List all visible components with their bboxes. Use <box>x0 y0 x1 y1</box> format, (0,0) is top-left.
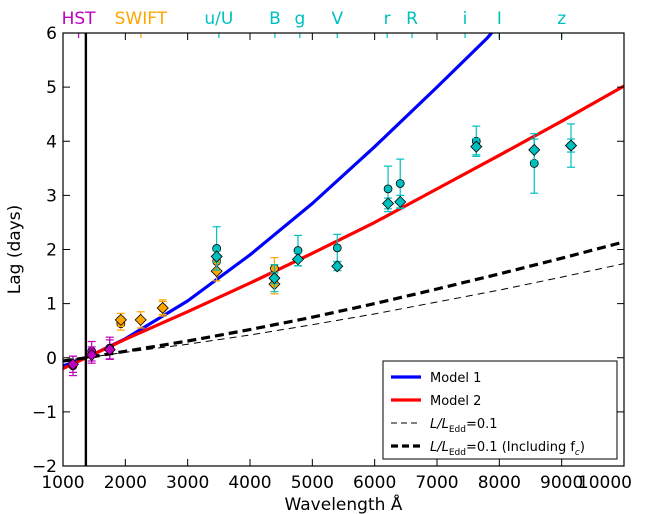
y-axis-title: Lag (days) <box>5 205 25 294</box>
y-tick-label: 2 <box>46 241 57 261</box>
x-axis-title: Wavelength Å <box>285 493 403 514</box>
band-label: u/U <box>204 9 233 29</box>
x-tick-label: 1000 <box>41 473 84 493</box>
data-point-diamond <box>156 301 169 315</box>
x-tick-label: 7000 <box>415 473 458 493</box>
y-tick-label: 4 <box>46 132 57 152</box>
legend-suffix: =0.1 <box>466 417 498 432</box>
band-label: z <box>557 9 566 29</box>
band-label: g <box>294 9 305 29</box>
x-tick-label: 2000 <box>104 473 147 493</box>
data-point-diamond <box>528 143 541 156</box>
legend-paren: ) <box>580 440 585 455</box>
data-point-diamond <box>394 195 407 208</box>
model-curve-4 <box>63 240 624 363</box>
band-label: r <box>384 9 391 29</box>
data-point-diamond <box>291 253 305 266</box>
band-label: B <box>269 9 281 29</box>
model-curve-1 <box>63 33 494 368</box>
data-point-diamond <box>470 140 483 153</box>
legend-sub: Edd <box>449 425 466 435</box>
x-tick-label: 8000 <box>478 473 521 493</box>
x-tick-label: 4000 <box>228 473 271 493</box>
data-point-diamond <box>66 358 80 371</box>
data-point-circle <box>332 243 342 253</box>
model-curves <box>63 33 624 371</box>
legend-main: Model 2 <box>430 394 481 409</box>
legend-paren-sub: c <box>575 448 580 458</box>
data-point-circle <box>395 179 405 188</box>
legend-label: L/LEdd=0.1 <box>430 417 498 435</box>
data-point-diamond <box>114 313 127 326</box>
data-point-diamond <box>382 197 395 210</box>
x-tick-label: 6000 <box>353 473 396 493</box>
data-point-diamond <box>85 348 98 362</box>
data-point-diamond <box>331 260 344 273</box>
y-tick-label: 5 <box>46 78 57 98</box>
legend-label: L/LEdd=0.1 (Including fc) <box>430 440 585 458</box>
band-label: SWIFT <box>115 9 168 29</box>
band-label: R <box>406 9 418 29</box>
x-tick-label: 10000 <box>578 473 632 493</box>
y-tick-label: −1 <box>32 403 57 423</box>
x-tick-label: 5000 <box>291 473 334 493</box>
legend-sub: Edd <box>449 448 466 458</box>
band-label: I <box>497 9 502 29</box>
y-tick-label: 6 <box>46 24 57 44</box>
legend-suffix: =0.1 (Including f <box>466 440 575 455</box>
x-tick-label: 9000 <box>540 473 583 493</box>
y-tick-label: −2 <box>32 457 57 477</box>
x-tick-label: 3000 <box>166 473 209 493</box>
legend-math: L/L <box>430 440 449 455</box>
y-tick-label: 1 <box>46 295 57 315</box>
band-label: i <box>463 9 468 29</box>
y-tick-label: 0 <box>46 349 57 369</box>
data-point-diamond <box>103 343 116 356</box>
y-tick-label: 3 <box>46 186 57 206</box>
band-label: V <box>331 9 343 29</box>
data-point-diamond <box>564 139 578 152</box>
data-markers <box>66 123 578 377</box>
data-point-diamond <box>210 250 223 263</box>
legend-main: Model 1 <box>430 371 481 386</box>
data-point-diamond <box>210 265 223 278</box>
legend-label: Model 2 <box>430 394 481 409</box>
legend-math: L/L <box>430 417 449 432</box>
data-point-circle <box>383 184 393 194</box>
data-point-diamond <box>134 313 147 326</box>
legend-label: Model 1 <box>430 371 481 386</box>
axis-ticks: 1000 2000 3000 4000 5000 6000 7000 8000 90001000… <box>32 24 632 493</box>
model-curve-3 <box>63 263 624 361</box>
legend-box <box>382 360 618 460</box>
band-label: HST <box>62 9 97 29</box>
data-point-diamond <box>268 272 281 285</box>
